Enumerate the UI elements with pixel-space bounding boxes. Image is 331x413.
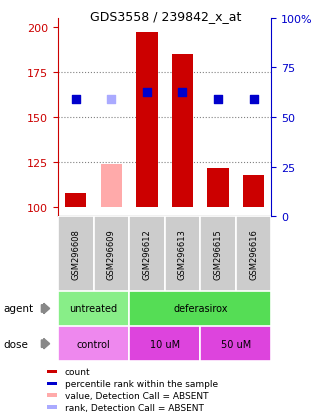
Point: [180, 89, 185, 96]
Bar: [200, 217, 236, 291]
Bar: [129, 217, 165, 291]
Bar: [129, 326, 200, 361]
Bar: [243, 176, 264, 208]
Text: control: control: [77, 339, 110, 349]
Text: count: count: [65, 367, 90, 376]
Text: 10 uM: 10 uM: [150, 339, 180, 349]
Bar: [172, 55, 193, 208]
Bar: [47, 406, 57, 409]
Text: GSM296608: GSM296608: [71, 229, 80, 279]
Bar: [165, 217, 200, 291]
Bar: [93, 217, 129, 291]
Bar: [47, 394, 57, 397]
Text: rank, Detection Call = ABSENT: rank, Detection Call = ABSENT: [65, 403, 204, 411]
Text: GSM296612: GSM296612: [142, 229, 151, 279]
Bar: [101, 164, 122, 208]
Bar: [129, 291, 271, 326]
Bar: [47, 370, 57, 373]
Text: dose: dose: [3, 339, 28, 349]
Text: deferasirox: deferasirox: [173, 304, 227, 314]
Text: untreated: untreated: [70, 304, 118, 314]
Bar: [136, 33, 158, 208]
Bar: [200, 326, 271, 361]
Text: agent: agent: [3, 304, 33, 314]
Text: GSM296615: GSM296615: [213, 229, 222, 279]
Text: GSM296613: GSM296613: [178, 229, 187, 279]
Bar: [58, 326, 129, 361]
Point: [144, 89, 150, 96]
Point: [251, 96, 256, 103]
Point: [109, 96, 114, 103]
Bar: [47, 382, 57, 385]
Bar: [58, 217, 93, 291]
Text: value, Detection Call = ABSENT: value, Detection Call = ABSENT: [65, 391, 208, 400]
Bar: [207, 168, 229, 208]
Bar: [65, 193, 86, 208]
Bar: [236, 217, 271, 291]
Text: GSM296616: GSM296616: [249, 229, 258, 279]
Text: percentile rank within the sample: percentile rank within the sample: [65, 379, 218, 388]
Text: 50 uM: 50 uM: [221, 339, 251, 349]
Text: GSM296609: GSM296609: [107, 229, 116, 279]
Text: GDS3558 / 239842_x_at: GDS3558 / 239842_x_at: [90, 10, 241, 23]
Point: [73, 96, 78, 103]
Point: [215, 96, 221, 103]
Bar: [58, 291, 129, 326]
